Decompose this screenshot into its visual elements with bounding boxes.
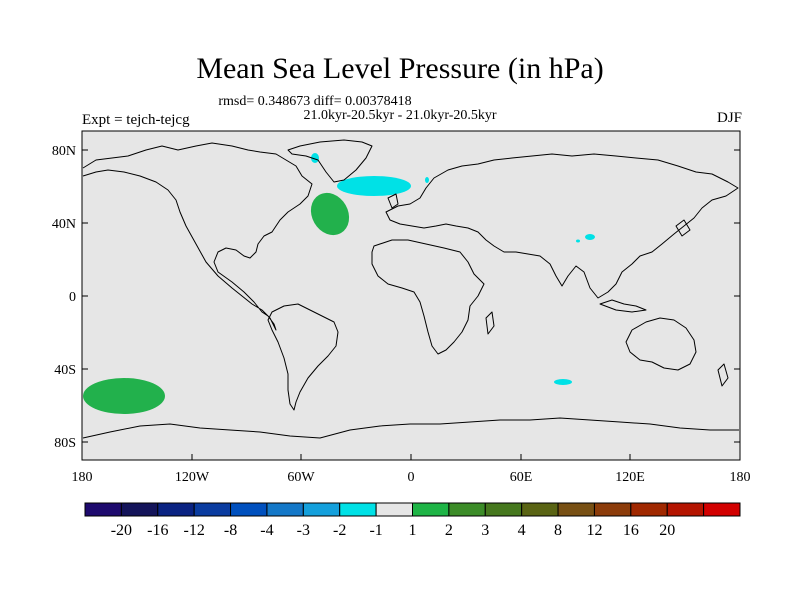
colorbar-label: 4 bbox=[518, 522, 526, 539]
colorbar-swatch bbox=[703, 502, 741, 517]
coast-north-america bbox=[82, 142, 313, 331]
x-tick-labels: 180 120W 60W 0 60E 120E 180 bbox=[72, 470, 751, 485]
coast-eurasia bbox=[385, 153, 739, 299]
map-title: Mean Sea Level Pressure (in hPa) bbox=[196, 52, 604, 85]
coast-new-zealand bbox=[717, 363, 729, 387]
negative-anomaly-greenland bbox=[311, 153, 319, 163]
colorbar-label: -16 bbox=[147, 522, 168, 539]
colorbar-swatch bbox=[302, 502, 341, 517]
colorbar-label: 8 bbox=[554, 522, 562, 539]
y-tick-label: 80S bbox=[54, 436, 76, 451]
x-axis bbox=[81, 454, 741, 460]
y-tick-label: 0 bbox=[69, 290, 76, 305]
x-tick-label: 180 bbox=[730, 470, 751, 485]
colorbar-swatch bbox=[193, 502, 232, 517]
coast-uk bbox=[387, 193, 399, 209]
colorbar-swatch bbox=[521, 502, 559, 517]
map-background bbox=[81, 130, 741, 461]
negative-anomaly-asia bbox=[585, 234, 595, 240]
y-tick-label: 40S bbox=[54, 363, 76, 378]
anomaly-regions bbox=[83, 153, 595, 414]
colorbar-swatch bbox=[557, 502, 595, 517]
colorbar-swatch bbox=[84, 502, 122, 517]
coast-indonesia bbox=[599, 299, 647, 313]
colorbar-swatch bbox=[593, 502, 632, 517]
negative-anomaly-india bbox=[576, 239, 580, 243]
colorbar-swatch bbox=[266, 502, 304, 517]
coast-south-america bbox=[267, 303, 339, 411]
colorbar-label: -4 bbox=[260, 522, 273, 539]
colorbar-swatch bbox=[230, 502, 268, 517]
stats-line: rmsd= 0.348673 diff= 0.00378418 bbox=[218, 94, 412, 109]
coastlines bbox=[82, 139, 739, 439]
negative-anomaly-north-atlantic bbox=[337, 176, 411, 196]
x-tick-label: 0 bbox=[408, 470, 415, 485]
colorbar-label: 1 bbox=[409, 522, 417, 539]
colorbar-label: 16 bbox=[623, 522, 639, 539]
colorbar-label: -3 bbox=[297, 522, 310, 539]
colorbar: -20 -16 -12 -8 -4 -3 -2 -1 1 2 3 4 8 12 16 20 bbox=[84, 502, 741, 539]
coast-antarctica bbox=[82, 417, 739, 439]
negative-anomaly-scandinavia bbox=[425, 177, 429, 183]
y-axis bbox=[82, 149, 740, 443]
colorbar-label: 3 bbox=[481, 522, 489, 539]
coast-greenland bbox=[287, 139, 373, 183]
colorbar-swatch bbox=[412, 502, 450, 517]
colorbar-swatch bbox=[157, 502, 195, 517]
colorbar-label: 2 bbox=[445, 522, 453, 539]
positive-anomaly-south-pacific bbox=[83, 378, 165, 414]
coast-australia bbox=[625, 317, 697, 371]
colorbar-label: -12 bbox=[184, 522, 205, 539]
x-tick-label: 120W bbox=[175, 470, 210, 485]
colorbar-label: -20 bbox=[111, 522, 132, 539]
colorbar-label: -2 bbox=[333, 522, 346, 539]
colorbar-swatch bbox=[630, 502, 668, 517]
x-tick-label: 180 bbox=[72, 470, 93, 485]
season-label: DJF bbox=[716, 110, 742, 126]
colorbar-label: 20 bbox=[659, 522, 675, 539]
colorbar-swatch bbox=[120, 502, 159, 517]
coast-japan bbox=[675, 219, 691, 237]
x-tick-label: 60W bbox=[287, 470, 315, 485]
y-tick-label: 80N bbox=[52, 144, 76, 159]
coast-africa bbox=[371, 239, 485, 355]
colorbar-swatch bbox=[448, 502, 486, 517]
colorbar-swatch bbox=[375, 502, 414, 517]
experiment-label: Expt = tejch-tejcg bbox=[82, 112, 190, 128]
colorbar-swatch bbox=[484, 502, 523, 517]
y-tick-label: 40N bbox=[52, 217, 76, 232]
colorbar-label: 12 bbox=[586, 522, 602, 539]
period-line: 21.0kyr-20.5kyr - 21.0kyr-20.5kyr bbox=[303, 108, 497, 123]
negative-anomaly-southern-ocean bbox=[554, 379, 572, 385]
colorbar-swatch bbox=[666, 502, 705, 517]
y-tick-labels: 80N 40N 0 40S 80S bbox=[52, 144, 76, 451]
colorbar-label: -1 bbox=[369, 522, 382, 539]
x-tick-label: 60E bbox=[510, 470, 533, 485]
x-tick-label: 120E bbox=[615, 470, 645, 485]
colorbar-label: -8 bbox=[224, 522, 237, 539]
positive-anomaly-north-atlantic bbox=[310, 192, 350, 236]
map-panel: 80N 40N 0 40S 80S 180 120W 60W 0 60E 120… bbox=[52, 130, 751, 485]
coast-madagascar bbox=[485, 311, 495, 335]
colorbar-swatch bbox=[339, 502, 377, 517]
